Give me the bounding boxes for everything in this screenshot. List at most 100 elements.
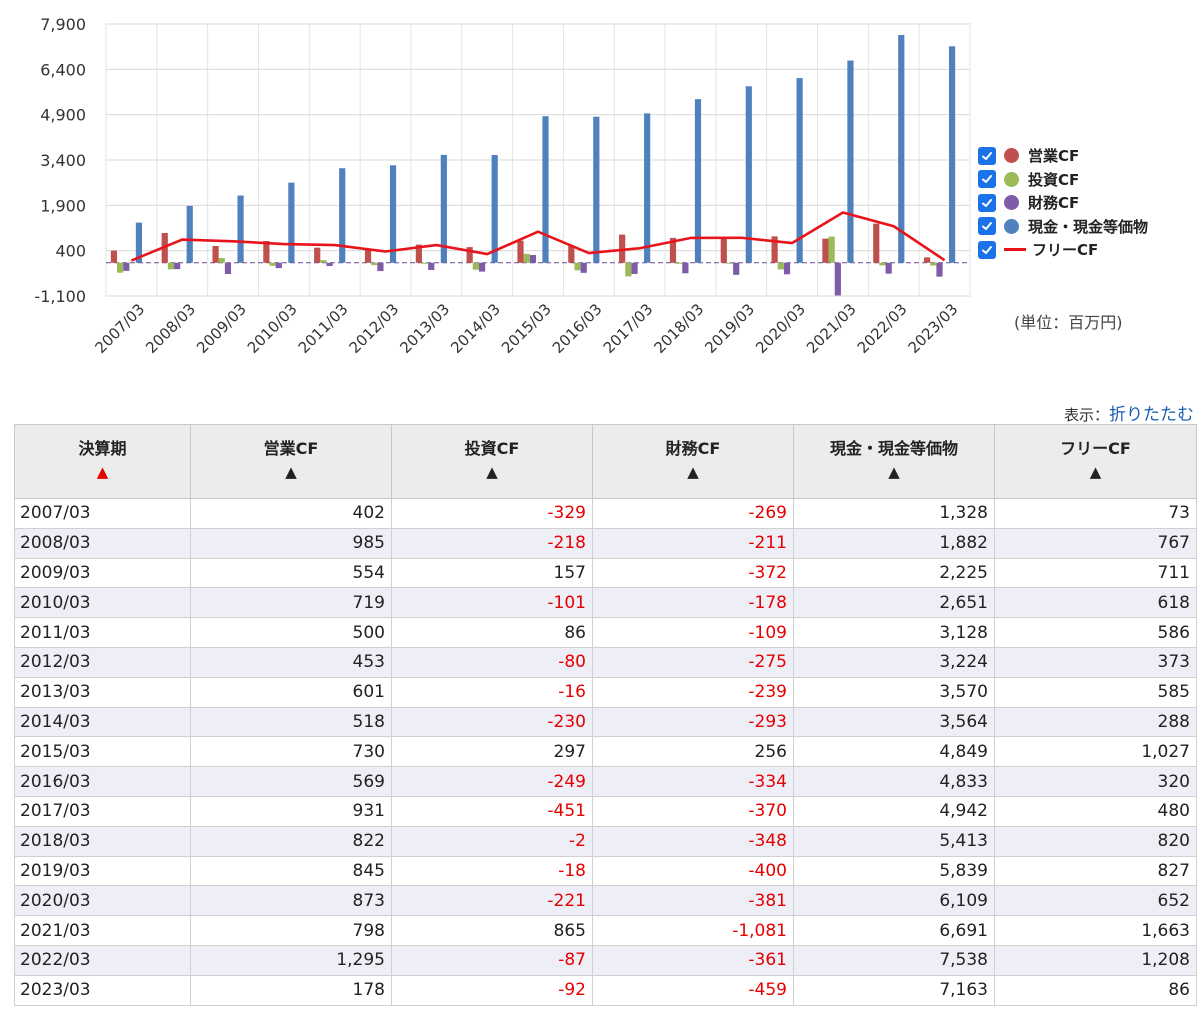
value-cell: -18: [391, 855, 593, 887]
bar-4: [389, 165, 397, 263]
x-tick-label: 2008/03: [142, 300, 199, 357]
checkbox-icon[interactable]: [978, 146, 996, 165]
column-header[interactable]: 投資CF ▲: [391, 424, 593, 499]
period-cell: 2017/03: [14, 795, 191, 827]
bar-4: [288, 182, 295, 263]
bar-4: [694, 99, 702, 263]
period-cell: 2015/03: [14, 736, 191, 768]
value-cell: 402: [190, 498, 392, 529]
column-header-label: 財務CF: [665, 439, 721, 458]
y-tick-label: 3,400: [40, 151, 86, 170]
column-header[interactable]: 営業CF ▲: [190, 424, 392, 499]
bar-3: [478, 262, 486, 272]
column-header[interactable]: 決算期 ▲: [14, 424, 191, 499]
bar-4: [745, 86, 752, 263]
value-cell: 480: [994, 795, 1197, 827]
bar-4: [440, 154, 447, 263]
value-cell: 3,564: [793, 706, 995, 738]
bar-4: [644, 113, 651, 263]
value-cell: 1,328: [793, 498, 995, 529]
value-cell: 719: [190, 587, 392, 619]
bar-3: [377, 262, 384, 272]
value-cell: 618: [994, 587, 1197, 619]
value-cell: 569: [190, 766, 392, 797]
cashflow-table: 決算期 ▲ 営業CF ▲ 投資CF ▲ 財務CF ▲ 現金・現金等価物 ▲ フリーCF ▲ 2007/…: [14, 424, 1197, 1006]
value-cell: 3,128: [793, 617, 995, 648]
checkbox-icon[interactable]: [978, 193, 996, 212]
column-header[interactable]: 財務CF ▲: [592, 424, 794, 499]
column-header[interactable]: 現金・現金等価物 ▲: [793, 424, 995, 499]
value-cell: -101: [391, 587, 593, 619]
value-cell: 827: [994, 855, 1197, 887]
x-tick-label: 2015/03: [498, 300, 555, 357]
value-cell: 1,295: [190, 944, 392, 976]
value-cell: -370: [592, 795, 794, 827]
checkbox-icon[interactable]: [978, 170, 996, 189]
sort-arrow-icon[interactable]: ▲: [486, 463, 498, 481]
line-swatch-icon: [1004, 248, 1026, 252]
legend-item[interactable]: 投資CF: [976, 168, 1196, 192]
value-cell: 86: [994, 974, 1197, 1006]
x-tick-label: 2023/03: [905, 300, 962, 357]
value-cell: -459: [592, 974, 794, 1006]
bar-2: [167, 262, 175, 270]
value-cell: -1,081: [592, 915, 794, 946]
sort-arrow-icon[interactable]: ▲: [888, 463, 900, 481]
value-cell: -348: [592, 825, 794, 857]
bar-3: [529, 255, 536, 263]
table-row: 2014/03 518 -230 -293 3,564 288: [14, 706, 1197, 738]
bar-4: [898, 34, 905, 263]
value-cell: 1,663: [994, 915, 1197, 946]
bar-3: [326, 262, 333, 267]
value-cell: -230: [391, 706, 593, 738]
legend-label: 現金・現金等価物: [1028, 217, 1149, 236]
period-cell: 2022/03: [14, 944, 191, 976]
bar-3: [580, 262, 587, 273]
bar-2: [777, 262, 784, 270]
value-cell: 798: [190, 915, 392, 946]
y-tick-label: 400: [55, 242, 86, 261]
bar-4: [339, 168, 346, 263]
legend-item[interactable]: 財務CF: [976, 191, 1196, 215]
x-tick-label: 2018/03: [650, 300, 707, 357]
checkbox-icon[interactable]: [978, 240, 996, 259]
value-cell: -16: [391, 676, 593, 708]
bar-4: [491, 155, 498, 263]
sort-arrow-icon[interactable]: ▲: [285, 463, 297, 481]
value-cell: 6,691: [793, 915, 995, 946]
value-cell: -87: [391, 944, 593, 976]
value-cell: -361: [592, 944, 794, 976]
y-tick-label: 1,900: [40, 196, 86, 215]
value-cell: -218: [391, 527, 593, 559]
value-cell: -221: [391, 885, 593, 917]
x-tick-label: 2016/03: [549, 300, 606, 357]
legend-item[interactable]: 営業CF: [976, 144, 1196, 168]
sort-arrow-icon[interactable]: ▲: [96, 463, 109, 481]
table-row: 2008/03 985 -218 -211 1,882 767: [14, 527, 1197, 559]
bar-2: [371, 262, 378, 266]
legend-label: 投資CF: [1028, 170, 1080, 189]
period-cell: 2019/03: [14, 855, 191, 887]
value-cell: -249: [391, 766, 593, 797]
collapse-link[interactable]: 折りたたむ: [1109, 405, 1194, 425]
checkbox-icon[interactable]: [978, 217, 996, 236]
legend-item[interactable]: 現金・現金等価物: [976, 215, 1196, 239]
value-cell: 845: [190, 855, 392, 887]
bar-1: [263, 241, 270, 263]
bar-1: [822, 238, 829, 263]
value-cell: 288: [994, 706, 1197, 738]
legend-item[interactable]: フリーCF: [976, 238, 1196, 262]
sort-arrow-icon[interactable]: ▲: [687, 463, 699, 481]
value-cell: -400: [592, 855, 794, 887]
x-tick-label: 2011/03: [295, 300, 352, 357]
column-header[interactable]: フリーCF ▲: [994, 424, 1197, 499]
column-header-label: 営業CF: [263, 439, 319, 458]
value-cell: 518: [190, 706, 392, 738]
bar-1: [466, 247, 473, 263]
column-header-label: 決算期: [78, 439, 127, 458]
table-row: 2017/03 931 -451 -370 4,942 480: [14, 795, 1197, 827]
value-cell: -80: [391, 646, 593, 678]
bar-1: [517, 240, 524, 263]
value-cell: 73: [994, 498, 1197, 529]
sort-arrow-icon[interactable]: ▲: [1089, 463, 1102, 481]
